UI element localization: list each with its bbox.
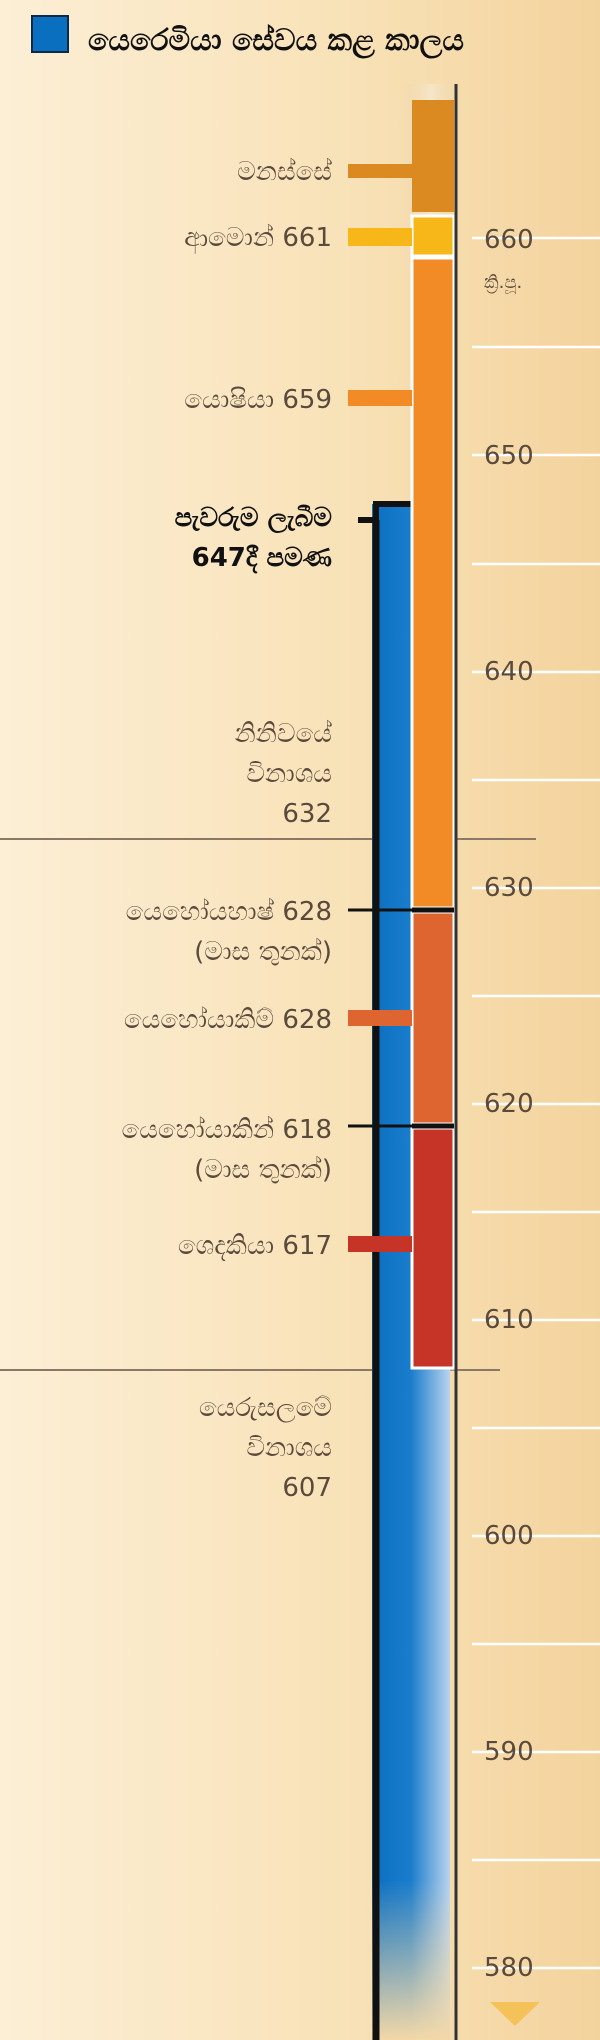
event-jerusalem-year: 607 bbox=[282, 1473, 332, 1503]
legend-label: යෙරෙමියා සේවය කළ කාලය bbox=[88, 23, 464, 59]
reign-bar-jehoiakim bbox=[410, 910, 456, 1126]
year-label-630: 630 bbox=[484, 873, 534, 903]
king-label-josiah: යොෂියා 659 bbox=[184, 385, 332, 415]
connector-manasseh bbox=[348, 164, 412, 178]
reign-bar-amon bbox=[410, 214, 456, 258]
year-label-610: 610 bbox=[484, 1305, 534, 1335]
king-label-amon: ආමොන් 661 bbox=[184, 223, 332, 254]
event-nineveh-line2: විනාශය bbox=[246, 759, 332, 789]
connector-zedekiah bbox=[348, 1236, 412, 1252]
year-ticks bbox=[472, 236, 600, 1970]
event-call-line2: 647දී පමණ bbox=[192, 543, 332, 574]
king-sublabel-jehoahaz: (මාස තුනක්) bbox=[194, 937, 332, 967]
event-call-line1: පැවරුම ලැබීම bbox=[175, 503, 333, 534]
year-label-600: 600 bbox=[484, 1521, 534, 1551]
reign-bar-josiah bbox=[410, 256, 456, 910]
king-label-jehoiachin: යෙහෝයාකින් 618 bbox=[122, 1115, 333, 1145]
king-label-zedekiah: ශෙදකියා 617 bbox=[178, 1231, 332, 1261]
connector-josiah bbox=[348, 390, 412, 406]
jeremiah-bar-fade bbox=[372, 1880, 450, 2040]
event-jerusalem-line1: යෙරුසලමේ bbox=[199, 1393, 332, 1423]
year-label-580: 580 bbox=[484, 1953, 534, 1983]
year-label-640: 640 bbox=[484, 657, 534, 687]
king-sublabel-jehoiachin: (මාස තුනක්) bbox=[194, 1155, 332, 1185]
event-nineveh-line1: නිනිවයේ bbox=[235, 719, 332, 749]
call-marker-line bbox=[358, 501, 418, 523]
connector-amon bbox=[348, 228, 412, 246]
era-label: ක්‍රි.පූ. bbox=[484, 272, 522, 293]
legend-swatch bbox=[31, 15, 69, 53]
connector-jehoiakim bbox=[348, 1010, 412, 1026]
year-label-660: 660 bbox=[484, 225, 534, 255]
reign-bar-zedekiah bbox=[410, 1126, 456, 1370]
king-label-jehoahaz: යෙහෝයහාෂ් 628 bbox=[126, 897, 332, 927]
reign-bar-manasseh bbox=[412, 100, 454, 212]
event-jerusalem-line2: විනාශය bbox=[246, 1433, 332, 1463]
year-label-650: 650 bbox=[484, 441, 534, 471]
king-label-jehoiakim: යෙහෝයාකිම් 628 bbox=[124, 1005, 332, 1035]
king-label-manasseh: මනස්සේ bbox=[237, 157, 332, 187]
year-label-620: 620 bbox=[484, 1089, 534, 1119]
event-nineveh-year: 632 bbox=[282, 799, 332, 829]
year-label-590: 590 bbox=[484, 1737, 534, 1767]
continuation-arrow-icon bbox=[490, 2002, 540, 2026]
